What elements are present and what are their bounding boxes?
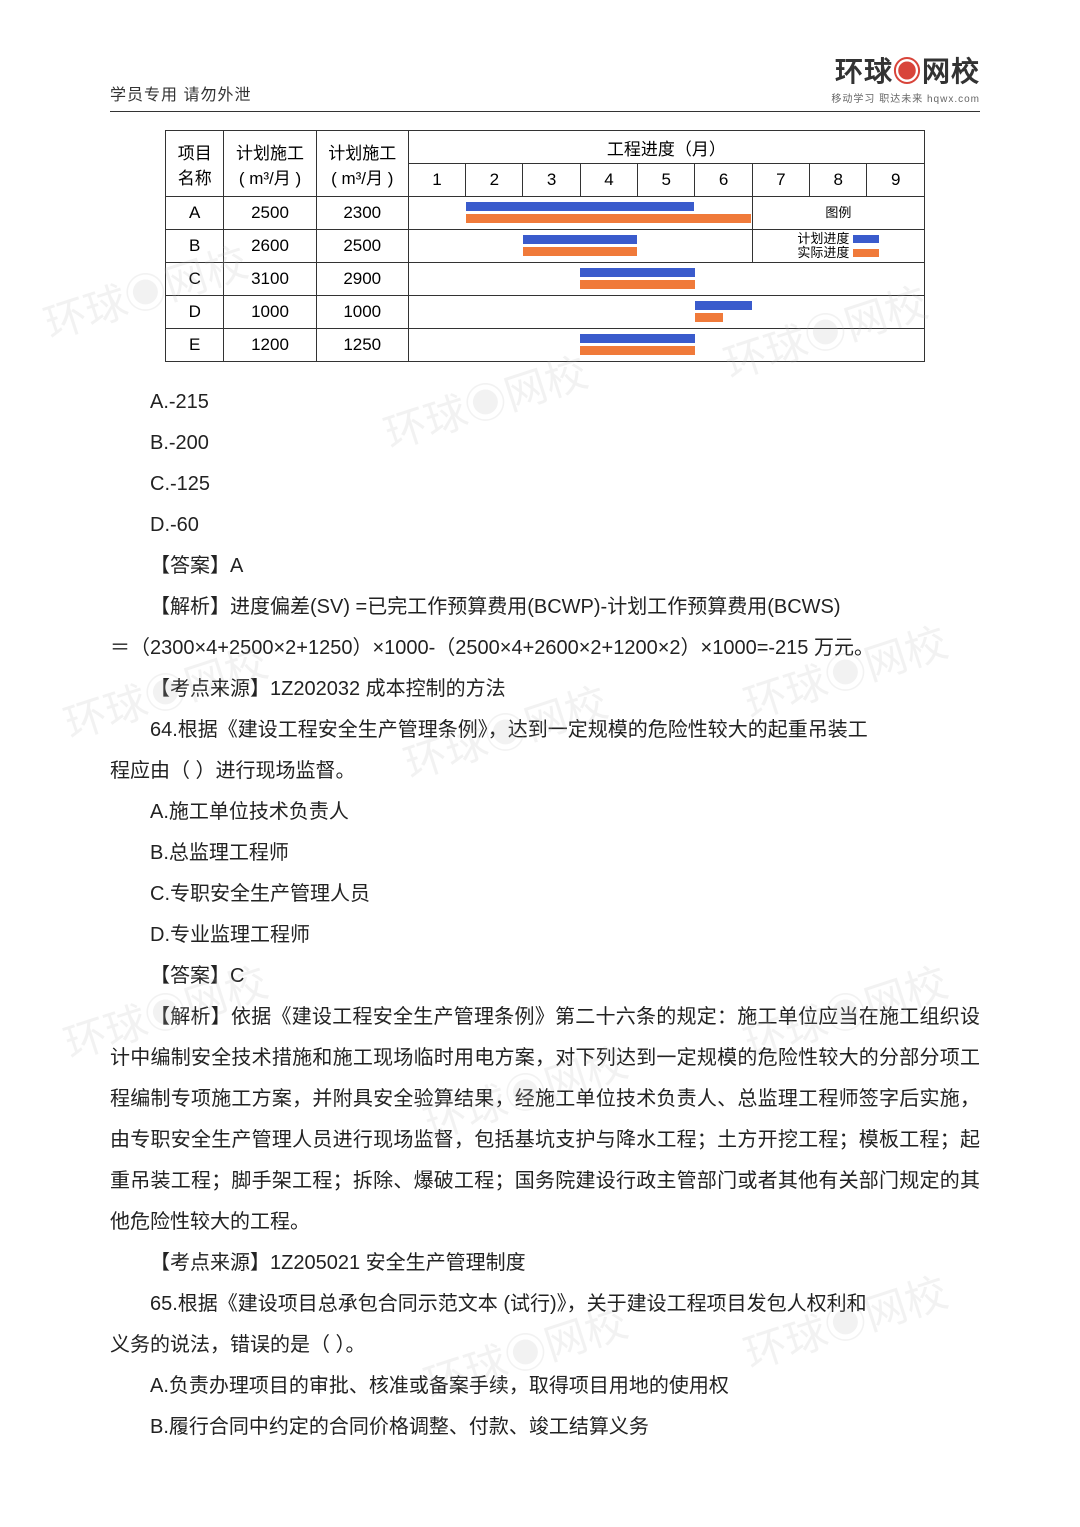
cell-plan: 1200 xyxy=(224,329,316,362)
actual-bar xyxy=(466,214,752,223)
table-row: B 2600 2500 计划进度 实际进度 xyxy=(166,230,925,263)
cell-name: B xyxy=(166,230,224,263)
th-month: 7 xyxy=(752,164,809,197)
table-row: D 1000 1000 xyxy=(166,296,925,329)
cell-name: D xyxy=(166,296,224,329)
option-d: D.-60 xyxy=(110,505,980,546)
cell-name: C xyxy=(166,263,224,296)
option-c: C.专职安全生产管理人员 xyxy=(110,874,980,915)
logo-subtitle: 移动学习 职达未来 hqwx.com xyxy=(831,90,980,105)
th-progress: 工程进度（月） xyxy=(408,131,924,164)
option-d: D.专业监理工程师 xyxy=(110,915,980,956)
cell-plan: 3100 xyxy=(224,263,316,296)
cell-actual: 1000 xyxy=(316,296,408,329)
option-b: B.总监理工程师 xyxy=(110,833,980,874)
question-stem: 65.根据《建设项目总承包合同示范文本 (试行)》，关于建设工程项目发包人权利和 xyxy=(110,1284,980,1325)
question-stem: 义务的说法，错误的是（ ）。 xyxy=(110,1325,980,1366)
th-plan: 计划施工 ( m³/月 ) xyxy=(224,131,316,197)
table-row: E 1200 1250 xyxy=(166,329,925,362)
cell-actual: 2500 xyxy=(316,230,408,263)
legend-rows-cell: 计划进度 实际进度 xyxy=(752,230,924,263)
option-b: B.履行合同中约定的合同价格调整、付款、竣工结算义务 xyxy=(110,1407,980,1448)
cell-actual: 1250 xyxy=(316,329,408,362)
th-month: 6 xyxy=(695,164,752,197)
option-a: A.施工单位技术负责人 xyxy=(110,792,980,833)
logo-red-icon: ◉ xyxy=(893,56,922,87)
option-b: B.-200 xyxy=(110,423,980,464)
answer-line: 【答案】C xyxy=(110,956,980,997)
option-a: A.-215 xyxy=(110,382,980,423)
cell-name: E xyxy=(166,329,224,362)
logo-text-1: 环球 xyxy=(835,56,893,87)
logo: 环球◉网校 移动学习 职达未来 hqwx.com xyxy=(831,50,980,105)
option-c: C.-125 xyxy=(110,464,980,505)
plan-bar xyxy=(580,268,694,277)
logo-text-2: 网校 xyxy=(922,56,980,87)
th-month: 1 xyxy=(408,164,465,197)
th-month: 5 xyxy=(638,164,695,197)
legend-plan-label: 计划进度 xyxy=(797,232,849,246)
cell-plan: 2600 xyxy=(224,230,316,263)
legend-plan-swatch xyxy=(853,235,879,243)
answer-line: 【答案】A xyxy=(110,546,980,587)
cell-name: A xyxy=(166,197,224,230)
th-month: 4 xyxy=(580,164,637,197)
actual-bar xyxy=(580,346,694,355)
explain-line: 【解析】进度偏差(SV) =已完工作预算费用(BCWP)-计划工作预算费用(BC… xyxy=(110,587,980,628)
plan-bar xyxy=(523,235,637,244)
option-a: A.负责办理项目的审批、核准或备案手续，取得项目用地的使用权 xyxy=(110,1366,980,1407)
gantt-bars xyxy=(409,296,924,328)
actual-bar xyxy=(580,280,694,289)
gantt-bars xyxy=(409,329,924,361)
question-stem: 64.根据《建设工程安全生产管理条例》，达到一定规模的危险性较大的起重吊装工 xyxy=(110,710,980,751)
cell-plan: 2500 xyxy=(224,197,316,230)
gantt-bars xyxy=(409,230,752,262)
th-month: 3 xyxy=(523,164,580,197)
question-stem: 程应由（ ）进行现场监督。 xyxy=(110,751,980,792)
header-left-text: 学员专用 请勿外泄 xyxy=(110,81,251,105)
page: 环球◉网校 环球◉网校 环球◉网校 环球◉网校 环球◉网校 环球◉网校 环球◉网… xyxy=(0,0,1080,1527)
actual-bar xyxy=(523,247,637,256)
th-month: 2 xyxy=(466,164,523,197)
cell-actual: 2900 xyxy=(316,263,408,296)
legend-actual-label: 实际进度 xyxy=(797,246,849,260)
gantt-bars xyxy=(409,197,752,229)
cell-actual: 2300 xyxy=(316,197,408,230)
explain-line: 【解析】依据《建设工程安全生产管理条例》第二十六条的规定：施工单位应当在施工组织… xyxy=(110,997,980,1243)
gantt-bars xyxy=(409,263,924,295)
th-actual: 计划施工 ( m³/月 ) xyxy=(316,131,408,197)
source-line: 【考点来源】1Z205021 安全生产管理制度 xyxy=(110,1243,980,1284)
explain-line: ＝（2300×4+2500×2+1250）×1000-（2500×4+2600×… xyxy=(110,628,980,669)
source-line: 【考点来源】1Z202032 成本控制的方法 xyxy=(110,669,980,710)
th-month: 9 xyxy=(867,164,925,197)
page-header: 学员专用 请勿外泄 环球◉网校 移动学习 职达未来 hqwx.com xyxy=(110,50,980,112)
plan-bar xyxy=(695,301,752,310)
plan-bar xyxy=(580,334,694,343)
th-project: 项目 名称 xyxy=(166,131,224,197)
cell-plan: 1000 xyxy=(224,296,316,329)
table-row: C 3100 2900 xyxy=(166,263,925,296)
th-month: 8 xyxy=(810,164,867,197)
legend-actual-swatch xyxy=(853,249,879,257)
plan-bar xyxy=(466,202,694,211)
schedule-table: 项目 名称 计划施工 ( m³/月 ) 计划施工 ( m³/月 ) 工程进度（月… xyxy=(165,130,925,362)
actual-bar xyxy=(695,313,723,322)
legend-title-cell: 图例 xyxy=(752,197,924,230)
table-row: A 2500 2300 图例 xyxy=(166,197,925,230)
body-text: A.-215 B.-200 C.-125 D.-60 【答案】A 【解析】进度偏… xyxy=(110,382,980,1448)
